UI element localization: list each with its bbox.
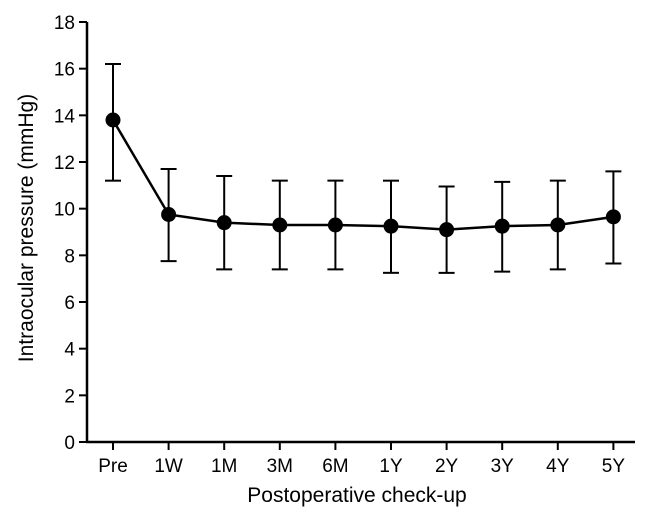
- y-tick-label: 18: [54, 13, 75, 34]
- data-point: [161, 207, 177, 222]
- x-tick-label: 3M: [267, 456, 293, 477]
- data-point: [216, 215, 232, 231]
- y-tick-label: 0: [64, 433, 75, 454]
- x-tick-label: 1W: [154, 456, 183, 477]
- y-tick-label: 4: [64, 340, 75, 361]
- x-axis-title: Postoperative check-up: [247, 484, 466, 507]
- y-tick-label: 12: [54, 153, 75, 174]
- y-tick-label: 6: [64, 293, 75, 314]
- y-tick-label: 10: [54, 200, 75, 221]
- series-line: [111, 119, 614, 231]
- y-tick-label: 14: [54, 106, 76, 127]
- data-point: [439, 222, 455, 238]
- y-tick-label: 16: [54, 60, 75, 81]
- y-tick-label: 2: [64, 386, 75, 407]
- plot-area: 0 2 4 6 8 10 12 14 16 18 Pre 1W 1M 3M 6M 1Y 2Y 3Y 4Y 5Y: [54, 13, 635, 477]
- data-point: [550, 217, 566, 233]
- x-tick-label: 1Y: [379, 456, 403, 477]
- data-point: [105, 112, 121, 128]
- data-point: [272, 217, 288, 233]
- x-tick-label: 5Y: [602, 456, 626, 477]
- x-tick-label: Pre: [98, 456, 128, 477]
- data-point: [494, 218, 510, 234]
- x-tick-label: 6M: [322, 456, 348, 477]
- x-tick-label: 2Y: [435, 456, 459, 477]
- data-point: [605, 209, 621, 225]
- y-tick-label: 8: [64, 246, 75, 267]
- data-point: [383, 218, 399, 234]
- x-tick-label: 4Y: [546, 456, 570, 477]
- x-tick-label: 3Y: [491, 456, 515, 477]
- x-tick-label: 1M: [211, 456, 237, 477]
- y-axis-title: Intraocular pressure (mmHg): [15, 94, 38, 362]
- data-point: [327, 217, 343, 233]
